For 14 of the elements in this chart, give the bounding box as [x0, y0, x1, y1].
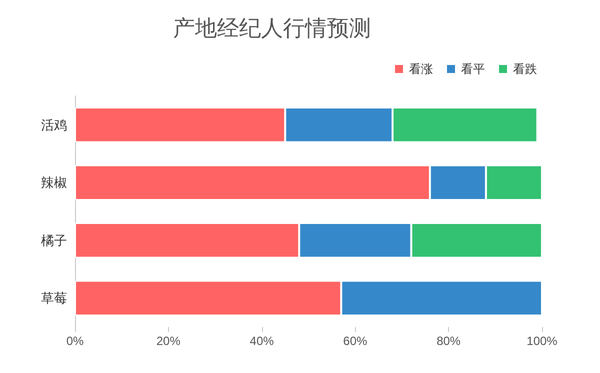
legend-label: 看跌 [513, 62, 537, 76]
x-tick-label: 100% [526, 334, 558, 348]
chart-title: 产地经纪人行情预测 [173, 16, 371, 40]
x-tick-label: 20% [156, 334, 181, 348]
y-tick-label: 橘子 [41, 232, 67, 248]
x-tick-label: 80% [436, 334, 461, 348]
y-tick-label: 活鸡 [41, 117, 67, 132]
y-tick-label: 草莓 [41, 290, 67, 306]
legend-label: 看平 [461, 62, 485, 76]
y-tick-label: 辣椒 [41, 175, 67, 190]
x-tick-label: 60% [343, 334, 368, 348]
x-tick-label: 40% [250, 334, 274, 348]
legend-label: 看涨 [409, 62, 433, 76]
x-tick-label: 0% [66, 334, 84, 348]
